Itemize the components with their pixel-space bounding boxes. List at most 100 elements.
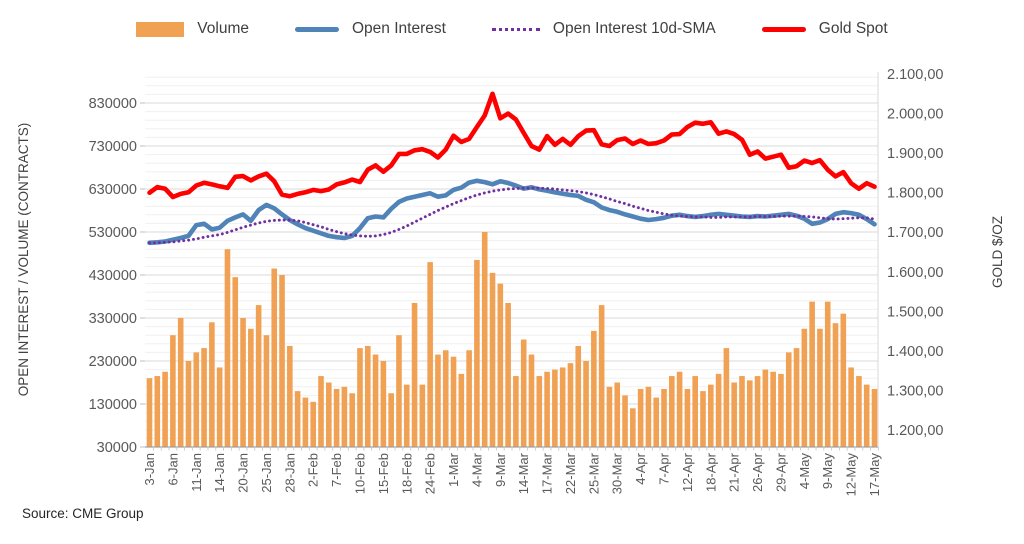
volume-bar xyxy=(622,395,628,447)
volume-bar xyxy=(528,354,535,447)
volume-bar xyxy=(419,384,426,447)
volume-bar xyxy=(357,348,363,447)
volume-bar xyxy=(707,384,714,447)
volume-bar xyxy=(591,330,597,447)
legend-item-volume: Volume xyxy=(136,20,249,38)
x-tick-label: 28-Jan xyxy=(282,453,297,493)
volume-bar xyxy=(240,318,246,447)
volume-bar xyxy=(793,348,800,447)
volume-bar xyxy=(466,350,472,447)
left-tick-label: 230000 xyxy=(89,354,137,370)
volume-bar xyxy=(723,348,730,447)
x-tick-label: 25-Mar xyxy=(586,452,601,494)
volume-bar xyxy=(661,388,667,447)
volume-bar xyxy=(700,391,706,447)
volume-bar xyxy=(489,272,496,447)
volume-bar xyxy=(201,348,207,447)
x-tick-label: 9-May xyxy=(820,453,835,490)
volume-bar xyxy=(427,262,433,447)
right-tick-label: 1.800,00 xyxy=(887,186,943,202)
volume-bar xyxy=(848,367,854,447)
volume-bar xyxy=(739,376,745,447)
legend-label: Volume xyxy=(197,20,249,37)
left-tick-label: 830000 xyxy=(89,96,137,112)
x-axis-labels: 3-Jan 6-Jan 11-Jan 14-Jan 20-Jan 25-Jan 28-Jan… xyxy=(142,452,882,496)
volume-bars xyxy=(146,232,878,447)
volume-bar xyxy=(372,354,379,447)
volume-bar xyxy=(318,376,324,447)
volume-bar xyxy=(746,380,753,447)
x-tick-label: 25-Jan xyxy=(259,453,274,493)
right-tick-label: 1.700,00 xyxy=(887,225,943,241)
left-axis-tick-labels: 830000 730000 630000 530000 430000 330000 2300… xyxy=(89,96,137,456)
volume-bar xyxy=(840,313,847,447)
volume-bar xyxy=(762,369,769,447)
volume-bar xyxy=(497,283,504,447)
left-tick-label: 330000 xyxy=(89,311,137,327)
volume-bar xyxy=(248,328,254,447)
volume-bar xyxy=(856,376,862,447)
volume-bar xyxy=(544,371,550,447)
axis-ticks xyxy=(140,102,879,451)
volume-bar xyxy=(645,386,652,447)
volume-bar xyxy=(349,393,355,447)
volume-bar xyxy=(302,397,309,447)
volume-bar xyxy=(232,277,239,447)
x-tick-label: 7-Apr xyxy=(657,452,672,484)
volume-bar xyxy=(177,318,184,447)
gold-spot-line xyxy=(147,91,877,200)
right-tick-label: 1.500,00 xyxy=(887,304,943,320)
volume-bar xyxy=(380,361,387,447)
volume-bar xyxy=(552,369,558,447)
volume-bar xyxy=(863,384,870,447)
x-tick-label: 6-Jan xyxy=(165,453,180,486)
volume-bar xyxy=(341,386,348,447)
right-tick-label: 1.600,00 xyxy=(887,265,943,281)
volume-bar xyxy=(520,339,527,447)
volume-bar xyxy=(474,259,480,447)
volume-bar xyxy=(567,363,574,447)
volume-bar xyxy=(263,335,270,447)
x-tick-label: 17-May xyxy=(867,453,882,497)
right-axis-tick-labels: 2.100,00 2.000,00 1.900,00 1.800,00 1.700,00… xyxy=(887,67,943,439)
x-tick-label: 26-Apr xyxy=(750,452,765,492)
x-tick-label: 15-Feb xyxy=(376,453,391,494)
volume-bar xyxy=(271,268,278,447)
x-tick-label: 4-May xyxy=(797,453,812,490)
volume-bar xyxy=(224,249,231,447)
volume-bar xyxy=(598,305,605,447)
volume-bar xyxy=(559,367,566,447)
volume-bar xyxy=(575,345,582,447)
x-tick-label: 2-Feb xyxy=(306,453,321,487)
legend-label: Open Interest 10d-SMA xyxy=(552,20,716,37)
left-tick-label: 630000 xyxy=(89,182,137,198)
x-tick-label: 3-Jan xyxy=(142,453,157,486)
volume-bar xyxy=(209,322,215,447)
right-tick-label: 2.100,00 xyxy=(887,67,943,83)
legend-label: Open Interest xyxy=(352,20,446,37)
x-tick-label: 22-Mar xyxy=(563,452,578,494)
volume-bar xyxy=(287,345,293,447)
x-tick-label: 18-Apr xyxy=(703,452,718,492)
volume-bar xyxy=(396,335,402,447)
volume-bar xyxy=(162,371,168,447)
sma-swatch-icon xyxy=(491,27,540,31)
volume-bar xyxy=(669,376,675,447)
volume-bar xyxy=(817,328,823,447)
right-tick-label: 1.300,00 xyxy=(887,383,943,399)
x-tick-label: 20-Jan xyxy=(236,453,251,493)
volume-bar xyxy=(770,371,776,447)
x-tick-label: 18-Feb xyxy=(399,453,414,494)
volume-bar xyxy=(871,388,878,447)
legend-label: Gold Spot xyxy=(818,20,888,37)
open-interest-swatch-icon xyxy=(295,26,339,32)
volume-bar xyxy=(279,275,285,447)
volume-bar xyxy=(310,401,317,447)
volume-bar xyxy=(754,376,761,447)
volume-bar xyxy=(692,376,698,447)
volume-bar xyxy=(170,335,176,447)
volume-bar xyxy=(653,397,660,447)
volume-bar xyxy=(326,382,332,447)
